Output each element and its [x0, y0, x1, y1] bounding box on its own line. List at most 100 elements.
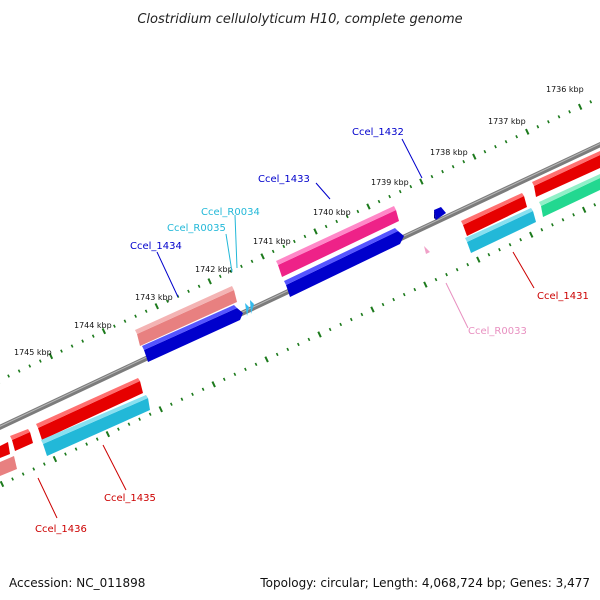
outer-tick — [123, 319, 127, 323]
outer-tick — [134, 314, 137, 318]
inner-tick — [148, 412, 152, 416]
outer-tick — [472, 153, 477, 160]
outer-tick — [557, 115, 561, 119]
gene-label-ccel-1434[interactable]: Ccel_1434 — [130, 241, 182, 252]
outer-tick — [60, 349, 63, 353]
inner-tick — [105, 431, 111, 438]
outer-tick — [547, 120, 550, 124]
feature-ccel-1436-left[interactable] — [0, 442, 10, 458]
gene-label-ccel-r0033[interactable]: Ccel_R0033 — [468, 326, 527, 337]
outer-tick — [293, 239, 296, 244]
outer-tick — [48, 352, 54, 360]
inner-tick — [581, 206, 587, 213]
inner-tick — [349, 317, 353, 322]
map-title: Clostridium cellulolyticum H10, complete… — [137, 12, 462, 27]
feature-green-right[interactable] — [539, 174, 600, 217]
outer-tick — [187, 289, 190, 293]
inner-tick — [402, 292, 406, 297]
inner-tick — [211, 381, 216, 388]
feature-ccel-1433-top[interactable] — [276, 206, 399, 277]
outer-tick — [483, 149, 487, 154]
outer-tick — [388, 194, 392, 199]
feature-ccel-1434-top[interactable] — [135, 286, 237, 346]
inner-tick — [551, 223, 554, 227]
gene-label-ccel-1431[interactable]: Ccel_1431 — [537, 291, 589, 302]
feature-ccel-1436[interactable] — [10, 429, 33, 451]
inner-tick — [540, 228, 544, 232]
inner-tick — [487, 252, 491, 257]
outer-tick — [356, 209, 360, 214]
outer-tick — [70, 344, 74, 348]
inner-tick — [434, 277, 438, 282]
inner-tick — [169, 402, 173, 406]
outer-tick — [577, 103, 583, 110]
inner-tick — [74, 447, 78, 451]
outer-tick-ring — [0, 95, 600, 384]
inner-tick — [381, 302, 385, 307]
outer-tick — [430, 174, 434, 179]
inner-tick — [180, 397, 184, 401]
feature-ccel-1435[interactable] — [36, 378, 143, 440]
outer-tick — [398, 189, 402, 194]
feature-ccel-1431[interactable] — [461, 193, 527, 236]
tick-label: 1736 kbp — [546, 85, 584, 94]
inner-tick — [455, 267, 459, 272]
inner-tick — [286, 347, 290, 352]
inner-tick — [11, 477, 14, 481]
inner-tick — [201, 387, 205, 391]
inner-tick — [561, 218, 565, 222]
inner-tick — [297, 342, 300, 347]
inner-tick — [466, 262, 470, 267]
outer-tick — [313, 228, 318, 235]
outer-tick — [324, 224, 328, 229]
inner-tick — [339, 322, 343, 327]
gene-label-ccel-r0034[interactable]: Ccel_R0034 — [201, 207, 260, 218]
inner-tick — [519, 238, 523, 242]
gene-label-ccel-1435[interactable]: Ccel_1435 — [104, 493, 156, 504]
gene-label-ccel-1436[interactable]: Ccel_1436 — [35, 524, 87, 535]
feature-ccel-1431-cyan[interactable] — [465, 208, 536, 253]
inner-tick — [307, 337, 311, 342]
feature-ccel-r0033[interactable] — [424, 246, 430, 254]
outer-tick — [207, 278, 212, 285]
outer-tick — [17, 369, 21, 373]
feature-ccel-1434[interactable] — [142, 305, 243, 362]
gene-label-ccel-1432[interactable]: Ccel_1432 — [352, 127, 404, 138]
outer-tick — [345, 214, 349, 219]
outer-tick — [441, 169, 444, 174]
inner-tick — [95, 437, 99, 441]
inner-tick — [498, 248, 501, 252]
tick-label: 1742 kbp — [195, 265, 233, 274]
feature-ccel-1431-right[interactable] — [532, 151, 600, 197]
outer-tick — [568, 110, 571, 114]
tick-label: 1737 kbp — [488, 117, 526, 126]
gene-label-ccel-1433[interactable]: Ccel_1433 — [258, 174, 310, 185]
inner-tick — [117, 427, 120, 431]
inner-tick — [222, 377, 226, 382]
inner-tick — [413, 287, 417, 292]
outer-tick — [271, 249, 275, 254]
inner-tick-ring — [0, 203, 597, 488]
feature-ccel-1433[interactable] — [284, 228, 404, 297]
inner-tick — [445, 272, 448, 277]
feature-ccel-1432[interactable] — [434, 207, 446, 220]
outer-tick — [240, 264, 243, 269]
outer-tick — [589, 100, 593, 104]
inner-tick — [127, 422, 131, 426]
gene-label-ccel-r0035[interactable]: Ccel_R0035 — [167, 223, 226, 234]
feature-ccel-1435-cyan[interactable] — [41, 395, 150, 456]
feature-ccel-r0034[interactable] — [245, 300, 254, 316]
feature-ccel-1436-salmon[interactable] — [0, 456, 17, 476]
outer-tick — [218, 274, 222, 279]
gene-labels: Ccel_1432 Ccel_1433 Ccel_R0034 Ccel_R003… — [35, 127, 589, 535]
inner-tick — [508, 243, 512, 247]
inner-tick — [158, 406, 163, 413]
leader-lines — [37, 138, 535, 519]
inner-tick — [476, 256, 481, 263]
inner-tick — [85, 442, 89, 446]
inner-tick — [21, 472, 25, 476]
outer-tick — [462, 159, 466, 164]
inner-tick — [233, 372, 237, 377]
inner-tick — [275, 352, 279, 357]
inner-tick — [244, 367, 247, 372]
